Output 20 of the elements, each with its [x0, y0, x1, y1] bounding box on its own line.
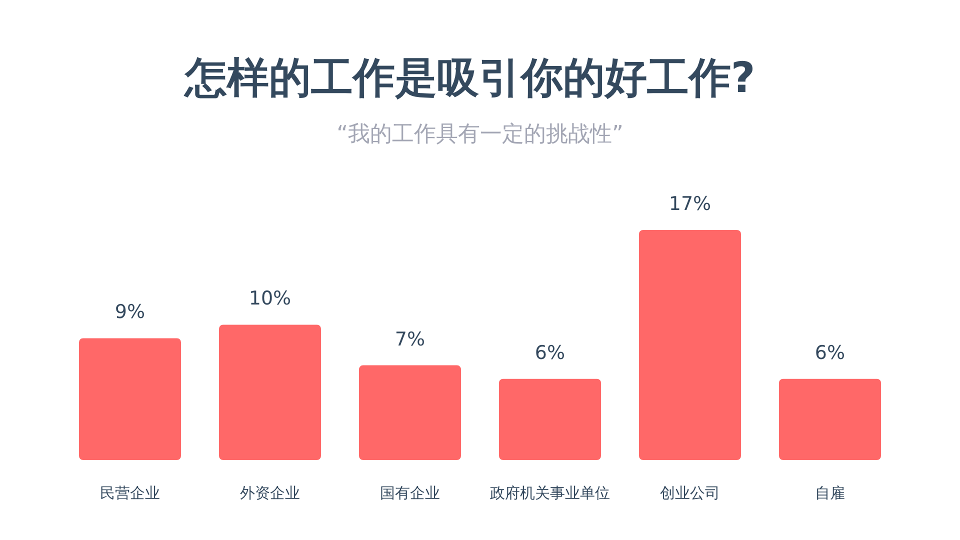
data-label: 6%: [814, 342, 846, 364]
x-tick-label: 自雇: [815, 484, 845, 502]
data-label: 7%: [394, 328, 426, 350]
x-tick-label: 创业公司: [660, 484, 720, 502]
data-label: 6%: [534, 342, 566, 364]
x-tick-label: 外资企业: [240, 484, 300, 502]
data-label: 17%: [668, 193, 712, 215]
x-tick-label: 政府机关事业单位: [490, 484, 610, 502]
bar: [219, 324, 321, 460]
bar: [499, 378, 601, 460]
chart-subtitle: “我的工作具有一定的挑战性”: [336, 122, 624, 147]
data-label: 9%: [114, 301, 146, 324]
bar: [359, 365, 461, 460]
x-tick-label: 民营企业: [100, 484, 160, 502]
chart-title: 怎样的工作是吸引你的好工作?: [182, 53, 756, 102]
x-tick-label: 国有企业: [380, 484, 440, 502]
bar: [79, 338, 181, 460]
bar: [779, 378, 881, 460]
bar: [639, 230, 741, 460]
data-label: 10%: [248, 288, 292, 310]
